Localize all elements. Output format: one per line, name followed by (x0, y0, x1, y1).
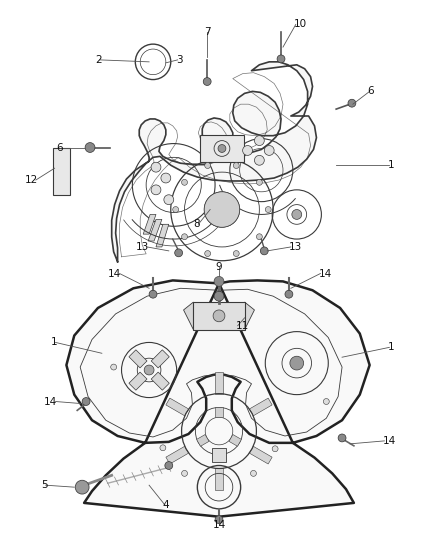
Circle shape (165, 462, 173, 470)
Text: 13: 13 (136, 242, 149, 252)
Circle shape (161, 173, 171, 183)
Polygon shape (184, 302, 194, 329)
Polygon shape (129, 350, 147, 368)
Circle shape (182, 234, 187, 240)
Text: 14: 14 (44, 397, 57, 407)
Circle shape (290, 356, 304, 370)
Polygon shape (249, 446, 272, 464)
Text: 2: 2 (95, 55, 102, 65)
Circle shape (256, 180, 262, 185)
Circle shape (218, 144, 226, 152)
Circle shape (256, 234, 262, 240)
Polygon shape (166, 398, 189, 416)
Text: 4: 4 (163, 500, 170, 510)
Circle shape (204, 192, 240, 227)
Circle shape (264, 146, 274, 156)
Circle shape (205, 163, 211, 168)
Polygon shape (215, 469, 223, 490)
Circle shape (111, 364, 117, 370)
Text: 9: 9 (215, 262, 223, 272)
Text: 6: 6 (367, 86, 374, 96)
Text: 1: 1 (51, 337, 57, 348)
Text: 14: 14 (108, 269, 121, 279)
Polygon shape (197, 434, 209, 446)
Text: 11: 11 (236, 321, 249, 330)
Circle shape (265, 207, 271, 213)
Polygon shape (67, 280, 370, 516)
Circle shape (323, 399, 329, 405)
Circle shape (260, 247, 268, 255)
Circle shape (75, 480, 89, 494)
Circle shape (215, 516, 223, 523)
Text: 12: 12 (25, 175, 38, 185)
Circle shape (254, 156, 264, 165)
Circle shape (338, 434, 346, 442)
Circle shape (214, 291, 224, 301)
Polygon shape (148, 220, 162, 241)
Text: 5: 5 (41, 480, 48, 490)
Circle shape (160, 445, 166, 451)
Polygon shape (143, 214, 156, 234)
Polygon shape (215, 407, 223, 417)
Circle shape (203, 78, 211, 85)
Text: 14: 14 (212, 520, 226, 530)
Circle shape (205, 251, 211, 256)
Text: 1: 1 (387, 160, 394, 170)
Circle shape (182, 180, 187, 185)
Polygon shape (166, 446, 189, 464)
Polygon shape (156, 224, 169, 247)
Circle shape (175, 249, 183, 257)
Circle shape (233, 163, 239, 168)
Circle shape (285, 290, 293, 298)
Circle shape (85, 143, 95, 152)
Circle shape (149, 290, 157, 298)
Circle shape (144, 365, 154, 375)
Text: 14: 14 (318, 269, 332, 279)
Circle shape (233, 251, 239, 256)
Circle shape (292, 209, 302, 220)
Text: 14: 14 (382, 436, 396, 446)
Bar (212, 448, 226, 462)
Circle shape (82, 398, 90, 406)
Circle shape (173, 207, 179, 213)
Circle shape (277, 55, 285, 63)
Bar (53, 148, 71, 195)
Circle shape (151, 185, 161, 195)
Text: 6: 6 (56, 142, 63, 152)
Text: 3: 3 (176, 55, 182, 65)
Circle shape (151, 162, 161, 172)
Polygon shape (151, 372, 170, 390)
Text: 8: 8 (194, 219, 200, 229)
Circle shape (254, 136, 264, 146)
Circle shape (213, 310, 225, 322)
Text: 7: 7 (204, 27, 211, 37)
Polygon shape (112, 62, 317, 262)
Circle shape (214, 277, 224, 286)
Circle shape (348, 99, 356, 107)
Circle shape (243, 146, 252, 156)
Circle shape (251, 471, 256, 477)
Circle shape (164, 195, 174, 205)
Polygon shape (229, 434, 241, 446)
Polygon shape (215, 372, 223, 394)
Text: 1: 1 (387, 342, 394, 352)
Circle shape (182, 471, 187, 477)
Circle shape (272, 446, 278, 452)
Polygon shape (249, 398, 272, 416)
Polygon shape (244, 302, 254, 329)
Text: 10: 10 (294, 19, 307, 29)
Bar (194, 302, 244, 329)
Text: 13: 13 (289, 242, 302, 252)
Polygon shape (129, 372, 147, 390)
Bar (200, 135, 244, 162)
Polygon shape (151, 350, 170, 368)
